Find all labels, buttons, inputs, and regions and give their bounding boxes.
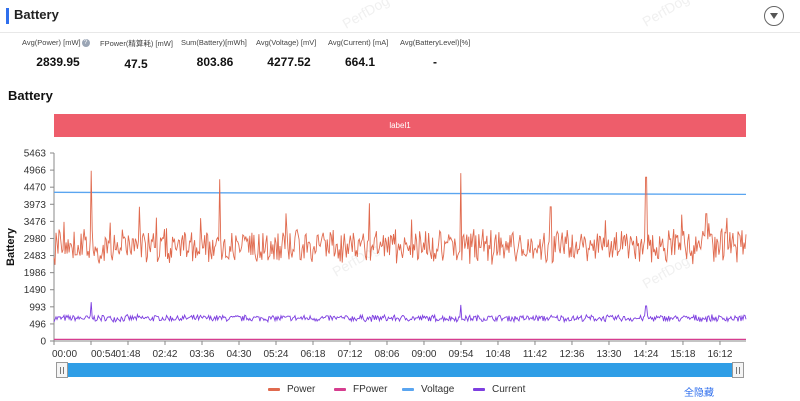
- battery-chart: 5463 4966 4470 3973 3476 2980 2483 1986 1490 993 4…: [5, 149, 747, 360]
- legend-label: FPower: [353, 384, 388, 395]
- x-tick-label: 04:30: [226, 349, 251, 360]
- legend-label: Current: [492, 384, 526, 395]
- label-band[interactable]: label1: [54, 114, 746, 137]
- x-tick-label: 02:42: [152, 349, 177, 360]
- legend-label: Voltage: [421, 384, 455, 395]
- y-axis-title: Battery: [5, 227, 17, 266]
- legend-swatch: [268, 387, 280, 391]
- x-tick-label: 12:36: [559, 349, 584, 360]
- x-tick-label: 11:42: [523, 349, 548, 360]
- x-tick-label: 08:06: [374, 349, 399, 360]
- stat-avg-voltage: Avg(Voltage) [mV] 4277.52: [256, 38, 322, 69]
- y-tick-label: 1986: [24, 268, 47, 279]
- series-voltage-line: [53, 191, 747, 196]
- y-tick-label: 993: [29, 302, 46, 313]
- x-tick-label: 03:36: [189, 349, 214, 360]
- stat-label: Avg(Current) [mA]: [328, 38, 389, 47]
- chevron-down-icon: [770, 13, 778, 19]
- stat-label: FPower(精算耗) [mW]: [100, 39, 173, 48]
- x-tick-label: 00:54: [91, 349, 116, 360]
- x-tick-label: 05:24: [263, 349, 288, 360]
- y-tick-label: 4470: [24, 183, 47, 194]
- x-tick-label: 13:30: [596, 349, 621, 360]
- y-tick-label: 5463: [24, 149, 47, 160]
- x-tick-label: 16:12: [707, 349, 732, 360]
- legend-label: Power: [287, 384, 316, 395]
- panel-title: Battery: [14, 7, 59, 22]
- x-tick-label: 00:00: [52, 349, 77, 360]
- y-tick-label: 4966: [24, 166, 47, 177]
- zoom-slider-end-handle[interactable]: [732, 362, 744, 378]
- x-tick-label: 09:54: [448, 349, 473, 360]
- stat-value: 803.86: [196, 55, 234, 69]
- x-tick-label: 01:48: [115, 349, 140, 360]
- legend-item-power[interactable]: Power: [268, 384, 315, 395]
- y-tick-label: 496: [29, 319, 46, 330]
- stat-value: 4277.52: [267, 55, 311, 69]
- y-tick-label: 2483: [24, 251, 47, 262]
- stat-value: 664.1: [344, 55, 376, 69]
- legend-item-current[interactable]: Current: [473, 384, 525, 395]
- legend-swatch: [402, 387, 414, 391]
- zoom-slider-start-handle[interactable]: [56, 362, 68, 378]
- collapse-button[interactable]: [764, 6, 784, 26]
- y-tick-label: 0: [40, 337, 46, 348]
- stat-sum-battery: Sum(Battery)[mWh] 803.86: [181, 38, 249, 69]
- y-tick-label: 3973: [24, 200, 47, 211]
- stats-row: Avg(Power) [mW]? 2839.95 FPower(精算耗) [mW…: [0, 38, 800, 78]
- accent-bar: [6, 8, 9, 24]
- series-power-line: [53, 170, 747, 265]
- chart-legend: Power FPower Voltage Current 全隐藏: [0, 384, 800, 399]
- stat-avg-power: Avg(Power) [mW]? 2839.95: [22, 38, 94, 69]
- y-tick-label: 3476: [24, 217, 47, 228]
- stat-value: -: [433, 55, 437, 69]
- legend-swatch: [334, 387, 346, 391]
- x-tick-label: 07:12: [337, 349, 362, 360]
- stat-avg-current: Avg(Current) [mA] 664.1: [328, 38, 392, 69]
- stat-value: 47.5: [124, 57, 148, 71]
- zoom-slider-track[interactable]: [56, 363, 744, 377]
- y-tick-label: 1490: [24, 285, 47, 296]
- stat-label: Avg(Voltage) [mV]: [256, 38, 317, 47]
- legend-item-fpower[interactable]: FPower: [334, 384, 387, 395]
- stat-label: Avg(Power) [mW]: [22, 38, 81, 47]
- stat-label: Sum(Battery)[mWh]: [181, 38, 247, 47]
- x-tick-label: 09:00: [411, 349, 436, 360]
- panel-header: Battery: [0, 0, 800, 33]
- stat-value: 2839.95: [36, 55, 80, 70]
- chart-title: Battery: [8, 88, 53, 103]
- hide-all-link[interactable]: 全隐藏: [684, 388, 714, 399]
- stat-avg-battery-level: Avg(BatteryLevel)[%] -: [400, 38, 470, 69]
- series-current-line: [53, 302, 747, 324]
- stat-label: Avg(BatteryLevel)[%]: [400, 38, 471, 47]
- y-tick-label: 2980: [24, 234, 47, 245]
- x-tick-label: 14:24: [633, 349, 658, 360]
- legend-swatch: [473, 387, 485, 391]
- x-tick-label: 10:48: [485, 349, 510, 360]
- stat-fpower: FPower(精算耗) [mW] 47.5: [100, 38, 173, 71]
- x-tick-label: 15:18: [670, 349, 695, 360]
- x-tick-label: 06:18: [300, 349, 325, 360]
- legend-item-voltage[interactable]: Voltage: [402, 384, 454, 395]
- info-icon[interactable]: ?: [81, 39, 90, 48]
